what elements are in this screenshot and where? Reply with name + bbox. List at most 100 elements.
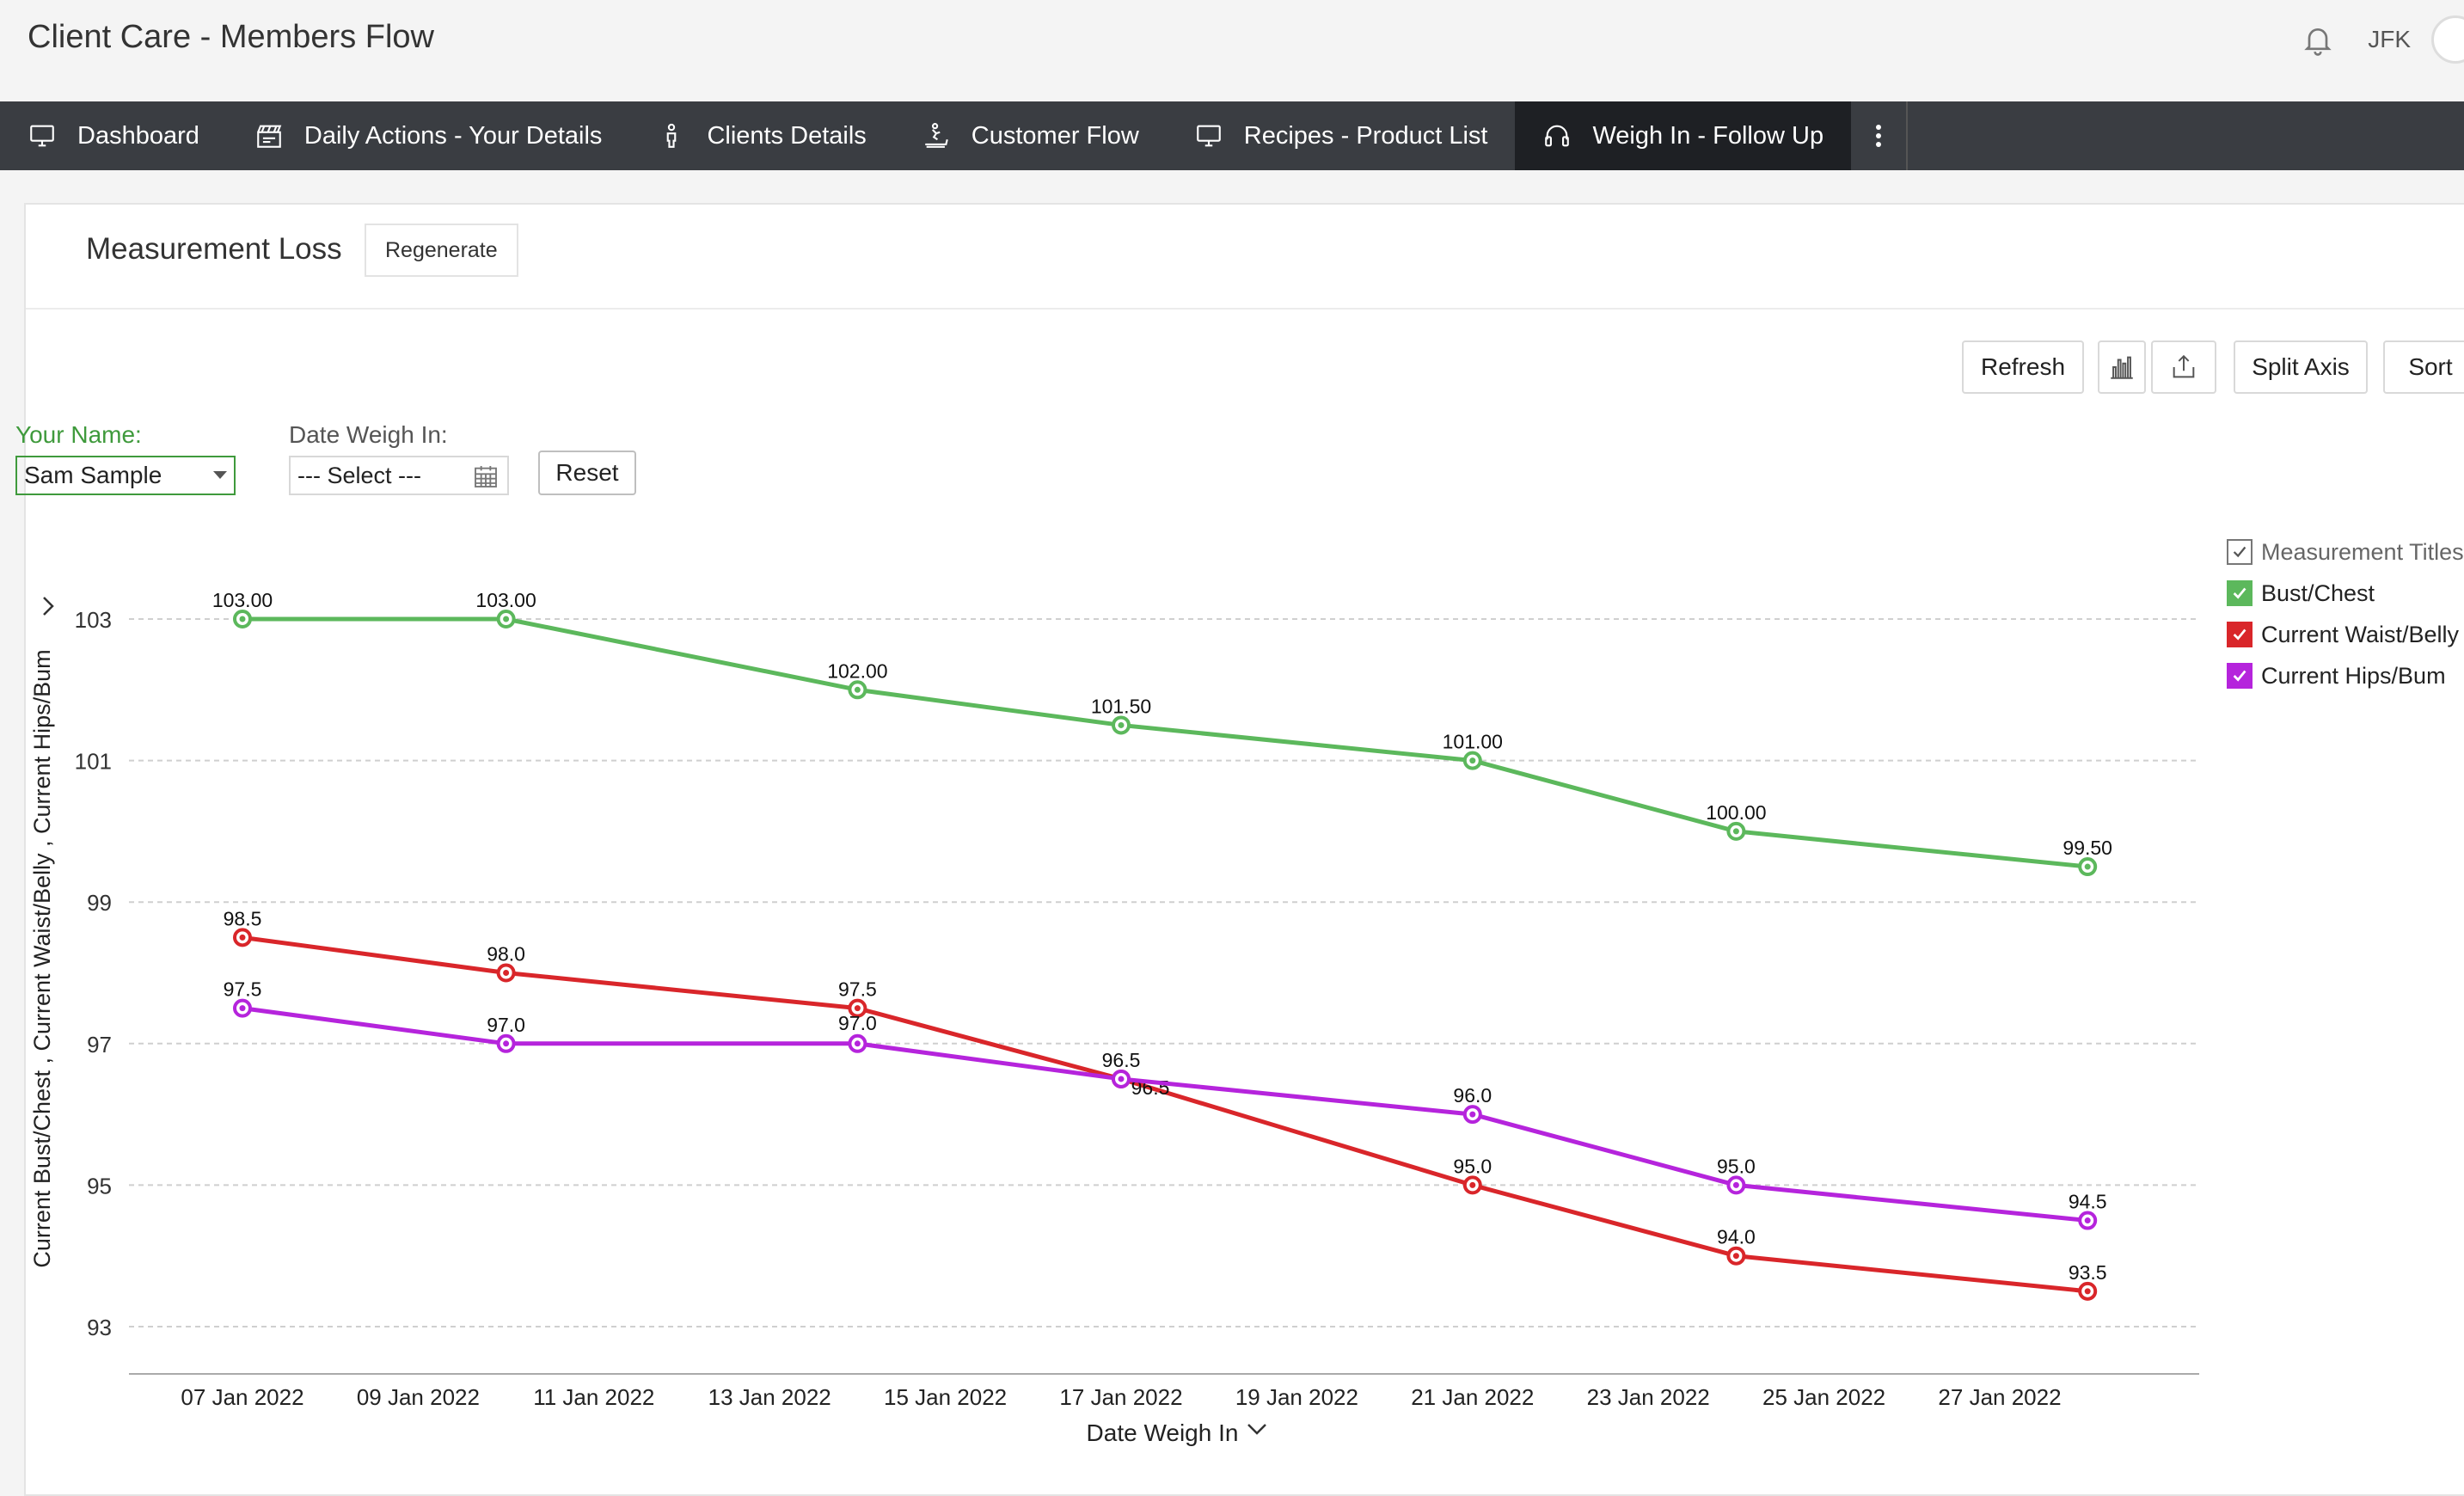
tab-recipes[interactable]: Recipes - Product List [1167, 101, 1516, 170]
y-tick-label: 101 [75, 749, 112, 775]
data-point-center [239, 616, 246, 622]
legend-item-bust-chest[interactable]: Bust/Chest [2227, 573, 2464, 614]
reset-button[interactable]: Reset [538, 451, 636, 495]
data-point-center [1469, 1111, 1476, 1118]
x-tick-label: 17 Jan 2022 [1059, 1384, 1182, 1410]
series-line [242, 935, 2088, 1294]
x-tick-label: 15 Jan 2022 [884, 1384, 1007, 1410]
y-tick-label: 103 [75, 607, 112, 633]
app-title: Client Care - Members Flow [28, 19, 434, 55]
headset-icon [1545, 125, 1570, 147]
data-label: 95.0 [1717, 1155, 1756, 1177]
main-nav: Dashboard Daily Actions - Your Details C… [0, 101, 2464, 170]
header-right: JFK [2301, 15, 2464, 64]
check-icon [2233, 587, 2246, 599]
report-card: Measurement Loss Regenerate Refresh Spli… [15, 203, 2464, 1496]
check-icon [2233, 546, 2246, 558]
report-header: Measurement Loss Regenerate [26, 205, 2464, 310]
data-label: 96.5 [1102, 1049, 1141, 1071]
data-point-center [2084, 863, 2091, 870]
legend-label: Bust/Chest [2261, 579, 2375, 606]
legend-label: Current Waist/Belly [2261, 621, 2460, 647]
data-point-center [503, 616, 510, 622]
split-axis-button[interactable]: Split Axis [2234, 340, 2368, 394]
more-menu-button[interactable] [1851, 101, 1909, 170]
data-point-center [854, 686, 861, 693]
calendar-icon[interactable] [471, 463, 500, 490]
y-tick-label: 93 [87, 1315, 112, 1340]
treadmill-icon [925, 123, 948, 148]
data-label: 103.00 [475, 589, 536, 611]
series-line [242, 1006, 2088, 1223]
tab-weigh-in[interactable]: Weigh In - Follow Up [1515, 101, 1852, 170]
tab-customer-flow[interactable]: Customer Flow [894, 101, 1167, 170]
monitor-icon [1196, 125, 1221, 147]
date-select[interactable]: --- Select --- [289, 456, 509, 495]
x-tick-label: 27 Jan 2022 [1938, 1384, 2061, 1410]
data-label: 94.5 [2069, 1191, 2107, 1213]
clapperboard-icon [257, 125, 282, 148]
data-point-center [1732, 828, 1739, 835]
name-select-value: Sam Sample [24, 462, 162, 488]
data-label: 102.00 [827, 659, 887, 682]
monitor-icon [30, 125, 54, 147]
tab-dashboard[interactable]: Dashboard [0, 101, 227, 170]
data-point-center [1469, 757, 1476, 764]
tab-clients-details[interactable]: Clients Details [629, 101, 893, 170]
bell-icon[interactable] [2301, 22, 2335, 57]
data-label: 97.5 [838, 978, 877, 1001]
y-axis-title: Current Bust/Chest , Current Waist/Belly… [29, 649, 55, 1267]
checkbox[interactable] [2227, 580, 2253, 606]
data-label: 100.00 [1706, 801, 1766, 824]
name-select[interactable]: Sam Sample [15, 456, 236, 495]
data-point-center [239, 1005, 246, 1012]
y-tick-label: 99 [87, 890, 112, 916]
data-label: 101.00 [1443, 731, 1503, 753]
x-tick-label: 25 Jan 2022 [1762, 1384, 1885, 1410]
tab-label: Daily Actions - Your Details [303, 121, 603, 150]
x-tick-label: 21 Jan 2022 [1411, 1384, 1534, 1410]
data-point-center [503, 1040, 510, 1047]
tab-label: Customer Flow [971, 121, 1139, 150]
check-icon [2233, 628, 2246, 641]
tab-label: Weigh In - Follow Up [1592, 121, 1824, 150]
sort-button[interactable]: Sort [2383, 340, 2464, 394]
measurement-chart: 93 95 97 99 101 103 07 Jan 2022 09 Jan 2022 11 J… [29, 589, 2199, 1446]
x-tick-label: 23 Jan 2022 [1587, 1384, 1710, 1410]
data-point-center [1732, 1181, 1739, 1188]
export-button[interactable] [2151, 340, 2216, 394]
app-header: Client Care - Members Flow JFK [0, 0, 2464, 101]
data-label: 98.0 [487, 943, 525, 966]
date-select-value: --- Select --- [297, 462, 421, 488]
data-label: 101.50 [1091, 695, 1151, 717]
kebab-icon [1876, 125, 1882, 147]
tab-daily-actions[interactable]: Daily Actions - Your Details [227, 101, 630, 170]
checkbox[interactable] [2227, 622, 2253, 647]
refresh-button[interactable]: Refresh [1962, 340, 2084, 394]
chevron-down-icon [1247, 1424, 1266, 1435]
name-filter-label: Your Name: [15, 421, 142, 448]
data-label: 95.0 [1453, 1155, 1492, 1177]
data-label: 98.5 [224, 907, 262, 929]
x-tick-label: 13 Jan 2022 [708, 1384, 831, 1410]
avatar[interactable] [2431, 15, 2464, 64]
x-tick-label: 11 Jan 2022 [533, 1384, 654, 1410]
regenerate-button[interactable]: Regenerate [365, 224, 518, 277]
chart-type-button[interactable] [2098, 340, 2146, 394]
y-tick-label: 97 [87, 1032, 112, 1058]
legend-item-hips-bum[interactable]: Current Hips/Bum [2227, 655, 2464, 696]
tab-label: Recipes - Product List [1243, 121, 1488, 150]
data-label: 94.0 [1717, 1226, 1756, 1248]
legend-item-waist-belly[interactable]: Current Waist/Belly [2227, 614, 2464, 655]
chevron-icon [43, 597, 54, 616]
tab-label: Dashboard [77, 121, 199, 150]
checkbox[interactable] [2227, 539, 2253, 565]
data-label: 99.50 [2063, 837, 2112, 859]
legend-title: Measurement Titles [2261, 538, 2464, 565]
data-label: 97.0 [838, 1012, 877, 1034]
user-initials[interactable]: JFK [2368, 26, 2411, 52]
checkbox[interactable] [2227, 663, 2253, 689]
tab-label: Clients Details [707, 121, 867, 150]
x-tick-label: 19 Jan 2022 [1235, 1384, 1358, 1410]
legend-header[interactable]: Measurement Titles [2227, 531, 2464, 573]
